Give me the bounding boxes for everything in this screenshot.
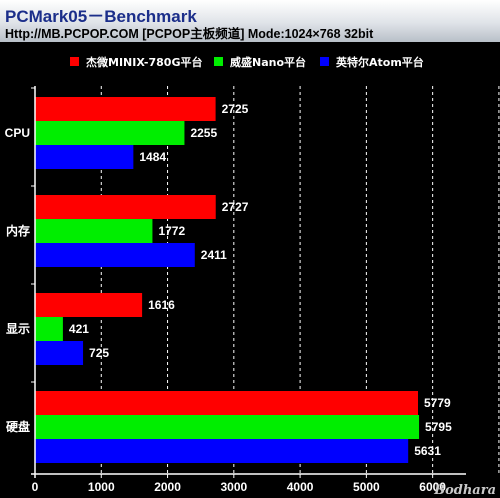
data-label: 2725 <box>222 102 249 116</box>
x-tick-label: 5000 <box>353 480 380 494</box>
bar <box>35 415 420 439</box>
data-label: 5631 <box>414 444 441 458</box>
bar <box>35 293 143 317</box>
data-label: 1772 <box>158 224 185 238</box>
bar <box>35 195 216 219</box>
data-label: 725 <box>89 346 109 360</box>
bar <box>35 243 195 267</box>
data-label: 2255 <box>190 126 217 140</box>
category-label: 显示 <box>6 322 30 336</box>
legend-label: 杰微MINIX-780G平台 <box>86 55 202 69</box>
data-label: 2727 <box>222 200 249 214</box>
legend-swatch <box>214 57 223 66</box>
data-label: 421 <box>69 322 89 336</box>
data-label: 1484 <box>139 150 166 164</box>
x-tick-label: 6000 <box>419 480 446 494</box>
data-label: 5795 <box>425 420 452 434</box>
legend-label: 英特尔Atom平台 <box>335 55 424 69</box>
x-tick-label: 2000 <box>154 480 181 494</box>
legend-swatch <box>70 57 79 66</box>
data-label: 1616 <box>148 298 175 312</box>
chart-subtitle: Http://MB.PCPOP.COM [PCPOP主板频道] Mode:102… <box>5 27 374 41</box>
category-label: 硬盘 <box>6 419 30 434</box>
watermark: Bodhara <box>433 483 496 498</box>
legend-swatch <box>320 57 329 66</box>
data-label: 2411 <box>201 248 227 262</box>
category-label: 内存 <box>6 223 30 238</box>
category-label: CPU <box>5 126 30 140</box>
axes: 0 1000 2000 3000 4000 5000 6000 <box>31 86 466 494</box>
bar <box>35 121 185 145</box>
bar <box>35 317 63 341</box>
bar <box>35 391 418 415</box>
x-tick-label: 1000 <box>88 480 115 494</box>
x-tick-label: 0 <box>32 480 39 494</box>
grid <box>100 86 500 474</box>
data-label: 5779 <box>424 396 451 410</box>
bar <box>35 145 134 169</box>
header-banner: PCMark05－Benchmark Http://MB.PCPOP.COM [… <box>0 0 500 42</box>
bar <box>35 341 84 365</box>
bar <box>35 219 153 243</box>
x-tick-label: 4000 <box>287 480 314 494</box>
legend-label: 威盛Nano平台 <box>230 55 306 69</box>
legend: 杰微MINIX-780G平台 威盛Nano平台 英特尔Atom平台 <box>70 55 424 69</box>
bar <box>35 97 216 121</box>
chart-title: PCMark05－Benchmark <box>5 7 197 26</box>
bar <box>35 439 409 463</box>
x-tick-label: 3000 <box>220 480 247 494</box>
